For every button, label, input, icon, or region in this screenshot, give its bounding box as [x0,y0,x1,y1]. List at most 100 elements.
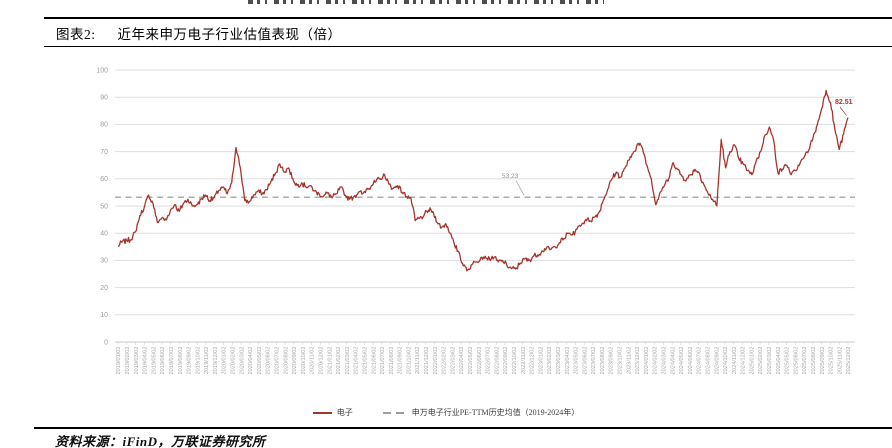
svg-text:2024/08/02: 2024/08/02 [705,347,711,375]
svg-text:2021/12/02: 2021/12/02 [424,347,430,375]
figure-tag: 图表2: [56,26,96,42]
svg-text:2022/07/02: 2022/07/02 [486,347,492,375]
svg-text:2023/01/02: 2023/01/02 [538,347,544,375]
svg-text:2023/10/02: 2023/10/02 [618,347,624,375]
svg-text:2024/04/02: 2024/04/02 [670,347,676,375]
svg-text:2023/07/02: 2023/07/02 [591,347,597,375]
svg-text:2020/01/02: 2020/01/02 [222,347,228,375]
svg-text:2023/08/02: 2023/08/02 [600,347,606,375]
svg-text:2025/02/02: 2025/02/02 [758,347,764,375]
svg-text:2023/02/02: 2023/02/02 [547,347,553,375]
svg-text:2022/03/02: 2022/03/02 [450,347,456,375]
svg-text:2019/10/02: 2019/10/02 [195,347,201,375]
svg-text:90: 90 [100,95,108,102]
svg-text:2024/11/02: 2024/11/02 [732,347,738,375]
svg-text:2020/07/02: 2020/07/02 [275,347,281,375]
svg-text:2019/01/02: 2019/01/02 [116,347,122,375]
svg-text:0: 0 [104,339,108,346]
svg-text:2025/03/02: 2025/03/02 [767,347,773,375]
svg-text:60: 60 [100,176,108,183]
svg-text:30: 30 [100,258,108,265]
svg-text:2025/06/02: 2025/06/02 [793,347,799,375]
svg-text:2022/09/02: 2022/09/02 [503,347,509,375]
svg-text:2024/02/02: 2024/02/02 [653,347,659,375]
svg-text:2021/10/02: 2021/10/02 [406,347,412,375]
svg-text:2020/06/02: 2020/06/02 [266,347,272,375]
svg-text:2022/06/02: 2022/06/02 [477,347,483,375]
svg-text:20: 20 [100,285,108,292]
svg-text:2022/04/02: 2022/04/02 [459,347,465,375]
svg-text:2021/11/02: 2021/11/02 [415,347,421,375]
svg-text:2023/04/02: 2023/04/02 [565,347,571,375]
svg-text:2024/10/02: 2024/10/02 [723,347,729,375]
svg-text:2022/05/02: 2022/05/02 [468,347,474,375]
svg-text:2021/09/02: 2021/09/02 [398,347,404,375]
svg-text:2025/12/02: 2025/12/02 [846,347,852,375]
svg-text:2020/04/02: 2020/04/02 [248,347,254,375]
svg-text:2020/02/02: 2020/02/02 [231,347,237,375]
svg-text:2024/12/02: 2024/12/02 [741,347,747,375]
svg-text:2020/05/02: 2020/05/02 [257,347,263,375]
svg-text:2019/07/02: 2019/07/02 [169,347,175,375]
svg-text:2019/04/02: 2019/04/02 [143,347,149,375]
svg-text:2020/03/02: 2020/03/02 [239,347,245,375]
clipped-text-fragment [248,0,604,4]
figure-header: 图表2: 近年来申万电子行业估值表现（倍） [44,17,892,47]
svg-text:2022/10/02: 2022/10/02 [512,347,518,375]
svg-text:2019/06/02: 2019/06/02 [160,347,166,375]
svg-text:53.23: 53.23 [502,173,519,180]
svg-text:2020/10/02: 2020/10/02 [301,347,307,375]
svg-text:2025/10/02: 2025/10/02 [829,347,835,375]
svg-text:80: 80 [100,122,108,129]
svg-text:2020/12/02: 2020/12/02 [318,347,324,375]
svg-text:2023/05/02: 2023/05/02 [574,347,580,375]
gray-dash-swatch [382,411,407,414]
svg-text:2023/06/02: 2023/06/02 [582,347,588,375]
svg-text:2025/09/02: 2025/09/02 [820,347,826,375]
svg-text:2024/06/02: 2024/06/02 [688,347,694,375]
red-line-swatch [312,411,332,414]
svg-text:2019/08/02: 2019/08/02 [178,347,184,375]
figure-title: 近年来申万电子行业估值表现（倍） [117,26,342,42]
svg-text:2022/08/02: 2022/08/02 [494,347,500,375]
svg-text:2024/07/02: 2024/07/02 [697,347,703,375]
svg-text:2025/05/02: 2025/05/02 [785,347,791,375]
chart-legend: 电子 申万电子行业PE-TTM历史均值（2019-2024年） [0,407,892,418]
source-divider [34,427,892,429]
svg-text:2021/04/02: 2021/04/02 [354,347,360,375]
svg-text:2025/08/02: 2025/08/02 [811,347,817,375]
svg-text:40: 40 [100,231,108,238]
svg-text:2022/02/02: 2022/02/02 [442,347,448,375]
svg-text:10: 10 [100,312,108,319]
svg-text:82.51: 82.51 [835,99,853,106]
svg-text:2019/03/02: 2019/03/02 [134,347,140,375]
svg-text:2024/03/02: 2024/03/02 [662,347,668,375]
svg-text:2025/11/02: 2025/11/02 [837,347,843,375]
svg-text:2023/09/02: 2023/09/02 [609,347,615,375]
svg-text:2019/12/02: 2019/12/02 [213,347,219,375]
svg-text:2025/07/02: 2025/07/02 [802,347,808,375]
svg-text:2021/06/02: 2021/06/02 [371,347,377,375]
svg-text:2019/09/02: 2019/09/02 [187,347,193,375]
svg-text:2025/01/02: 2025/01/02 [749,347,755,375]
legend-item-historical-mean: 申万电子行业PE-TTM历史均值（2019-2024年） [382,407,579,418]
svg-text:2022/11/02: 2022/11/02 [521,347,527,375]
svg-text:2022/12/02: 2022/12/02 [530,347,536,375]
svg-text:2019/02/02: 2019/02/02 [125,347,131,375]
svg-text:2019/11/02: 2019/11/02 [204,347,210,375]
svg-text:2021/07/02: 2021/07/02 [380,347,386,375]
source-text: 资料来源：iFinD，万联证券研究所 [55,434,266,448]
svg-text:2021/01/02: 2021/01/02 [327,347,333,375]
svg-text:2021/05/02: 2021/05/02 [362,347,368,375]
svg-text:2020/09/02: 2020/09/02 [292,347,298,375]
svg-text:50: 50 [100,203,108,210]
svg-text:2021/08/02: 2021/08/02 [389,347,395,375]
svg-text:2024/05/02: 2024/05/02 [679,347,685,375]
svg-text:2025/04/02: 2025/04/02 [776,347,782,375]
svg-text:2023/03/02: 2023/03/02 [556,347,562,375]
svg-text:2020/11/02: 2020/11/02 [310,347,316,375]
svg-text:2021/02/02: 2021/02/02 [336,347,342,375]
svg-text:2022/01/02: 2022/01/02 [433,347,439,375]
